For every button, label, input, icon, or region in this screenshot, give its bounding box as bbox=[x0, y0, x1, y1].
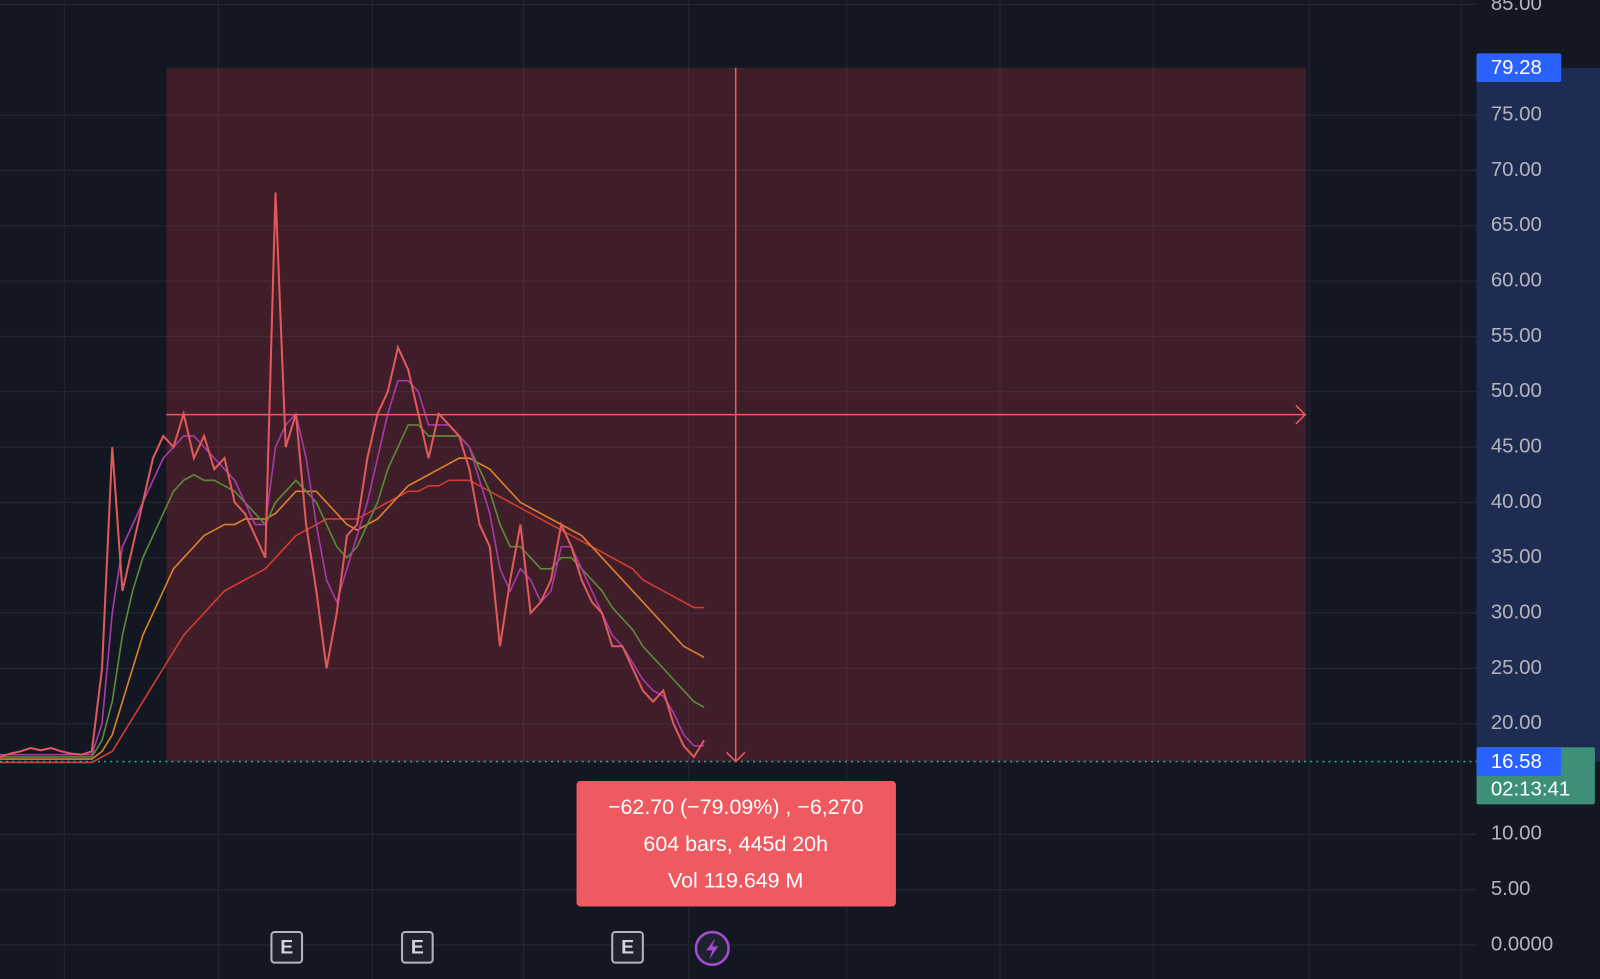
measure-text: Vol 119.649 M bbox=[668, 869, 803, 893]
axis-labels: 0.0000 5.00 10.00 20.00 25.00 30.00 35.00 40.00… bbox=[1476, 0, 1600, 955]
y-tick-label: 35.00 bbox=[1491, 546, 1542, 568]
event-label: E bbox=[280, 936, 293, 958]
last-price-box bbox=[1476, 747, 1562, 776]
measure-text: 604 bars, 445d 20h bbox=[643, 832, 828, 856]
y-tick-label: 55.00 bbox=[1491, 325, 1542, 347]
high-price-box bbox=[1476, 53, 1562, 83]
y-tick-label: 0.0000 bbox=[1491, 933, 1553, 955]
last-price-label: 16.58 bbox=[1491, 751, 1542, 773]
y-tick-label: 85.00 bbox=[1491, 0, 1542, 15]
event-label: E bbox=[411, 936, 424, 958]
y-tick-label: 30.00 bbox=[1491, 601, 1542, 623]
y-tick-label: 5.00 bbox=[1491, 878, 1531, 900]
grid bbox=[0, 3, 1477, 946]
y-tick-label: 25.00 bbox=[1491, 657, 1542, 679]
news-bolt bbox=[706, 938, 719, 960]
axis-range-highlight bbox=[1476, 67, 1600, 762]
y-tick-label: 45.00 bbox=[1491, 435, 1542, 457]
y-tick-label: 70.00 bbox=[1491, 159, 1542, 181]
countdown-label: 02:13:41 bbox=[1491, 779, 1570, 801]
y-tick-label: 60.00 bbox=[1491, 269, 1542, 291]
measure-text: −62.70 (−79.09%) , −6,270 bbox=[608, 795, 864, 819]
price-line bbox=[0, 192, 705, 759]
moving-average bbox=[0, 379, 705, 756]
measure-tooltip bbox=[576, 780, 896, 907]
y-tick-label: 65.00 bbox=[1491, 214, 1542, 236]
moving-average bbox=[0, 479, 705, 764]
moving-average bbox=[0, 457, 705, 760]
overlay: −62.70 (−79.09%) , −6,270 604 bars, 445d … bbox=[0, 53, 1595, 966]
y-tick-label: 75.00 bbox=[1491, 103, 1542, 125]
y-tick-label: 20.00 bbox=[1491, 712, 1542, 734]
vertical-grid bbox=[63, 0, 1462, 979]
measure-arrow-down bbox=[725, 751, 746, 763]
event-label: E bbox=[621, 936, 634, 958]
y-tick-label: 10.00 bbox=[1491, 823, 1542, 845]
event-marker bbox=[270, 931, 304, 964]
event-marker bbox=[401, 931, 434, 964]
event-marker bbox=[611, 931, 644, 964]
y-tick-label: 50.00 bbox=[1491, 380, 1542, 402]
y-tick-label: 40.00 bbox=[1491, 491, 1542, 513]
measure-arrow-right bbox=[1295, 404, 1307, 425]
high-price-label: 79.28 bbox=[1491, 57, 1542, 79]
